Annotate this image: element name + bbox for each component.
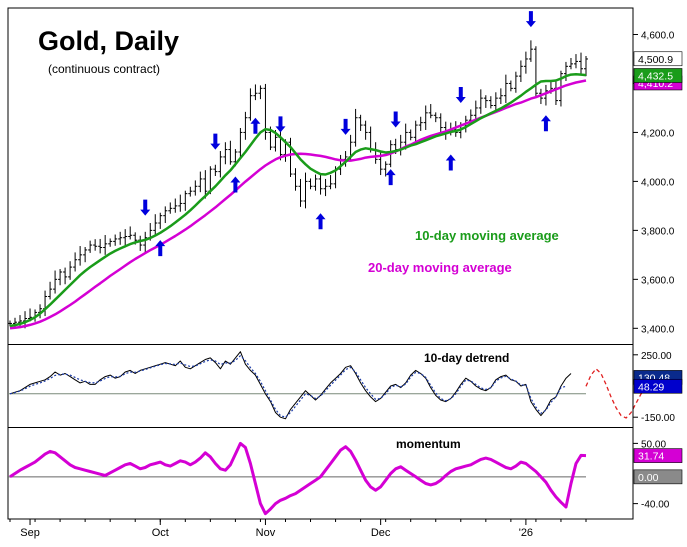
chart-labels: Gold, Daily (continuous contract) 10-day… bbox=[38, 26, 559, 451]
down-arrow-icon bbox=[455, 87, 466, 104]
detrend-smooth-value-tag: 48.29 bbox=[638, 381, 664, 393]
y-tick-label: 3,400.0 bbox=[641, 324, 675, 335]
x-tick-label: Sep bbox=[20, 527, 40, 539]
price-value-tag-box bbox=[633, 51, 683, 67]
down-arrow-icon bbox=[140, 199, 151, 216]
momentum-line bbox=[9, 441, 587, 516]
up-arrow-icon bbox=[230, 176, 241, 193]
detrend-smooth-value-tag-box bbox=[633, 378, 683, 394]
detrend-projection-line bbox=[585, 367, 647, 419]
last-value-tags: 4,410.24,500.94,432.5130.4848.2931.740.0… bbox=[633, 51, 683, 485]
x-tick-label: Nov bbox=[256, 527, 276, 539]
up-arrow-icon bbox=[540, 115, 551, 132]
y-tick-label: 4,000.0 bbox=[641, 177, 675, 188]
ma20-line bbox=[9, 79, 587, 330]
price-value-tag: 4,500.9 bbox=[638, 54, 673, 66]
down-arrow-icon bbox=[340, 118, 351, 135]
down-arrow-icon bbox=[210, 133, 221, 150]
x-tick-label: '26 bbox=[519, 527, 533, 539]
up-arrow-icon bbox=[250, 117, 261, 134]
momentum-value-tag: 31.74 bbox=[638, 451, 664, 463]
up-arrow-icon bbox=[385, 169, 396, 186]
chart-subtitle: (continuous contract) bbox=[48, 62, 160, 76]
momentum-zero-tag-box bbox=[633, 469, 683, 485]
y-tick-label: 50.00 bbox=[641, 439, 666, 450]
price-panel bbox=[8, 11, 588, 330]
momentum-value-tag-box bbox=[633, 448, 683, 463]
x-tick-label: Oct bbox=[152, 527, 169, 539]
x-tick-label: Dec bbox=[371, 527, 391, 539]
down-arrow-icon bbox=[525, 11, 536, 28]
y-tick-label: -150.00 bbox=[641, 413, 675, 424]
y-tick-label: 4,600.0 bbox=[641, 30, 675, 41]
chart-title: Gold, Daily bbox=[38, 26, 179, 56]
ma10-value-tag: 4,432.5 bbox=[638, 70, 673, 82]
up-arrow-icon bbox=[445, 154, 456, 171]
momentum-panel bbox=[8, 441, 587, 516]
up-arrow-icon bbox=[315, 213, 326, 230]
y-tick-label: 4,200.0 bbox=[641, 128, 675, 139]
ma10-label: 10-day moving average bbox=[415, 228, 559, 243]
detrend-label: 10-day detrend bbox=[424, 351, 509, 365]
y-tick-label: 3,600.0 bbox=[641, 275, 675, 286]
x-axis: Sep Oct Nov Dec '26 bbox=[9, 519, 587, 539]
ma10-value-tag-box bbox=[633, 68, 683, 83]
plot-border bbox=[7, 7, 634, 520]
detrend-line bbox=[9, 351, 572, 420]
y-tick-label: 3,800.0 bbox=[641, 226, 675, 237]
ma20-label: 20-day moving average bbox=[368, 260, 512, 275]
chart-frame bbox=[7, 7, 634, 520]
detrend-panel bbox=[8, 351, 647, 420]
momentum-label: momentum bbox=[396, 437, 461, 451]
down-arrow-icon bbox=[390, 111, 401, 128]
ma10-line bbox=[9, 72, 587, 328]
up-arrow-icon bbox=[155, 240, 166, 257]
momentum-zero-tag: 0.00 bbox=[638, 472, 659, 484]
y-tick-label: 250.00 bbox=[641, 351, 672, 362]
down-arrow-icon bbox=[275, 116, 286, 133]
y-tick-label: -40.00 bbox=[641, 500, 670, 511]
